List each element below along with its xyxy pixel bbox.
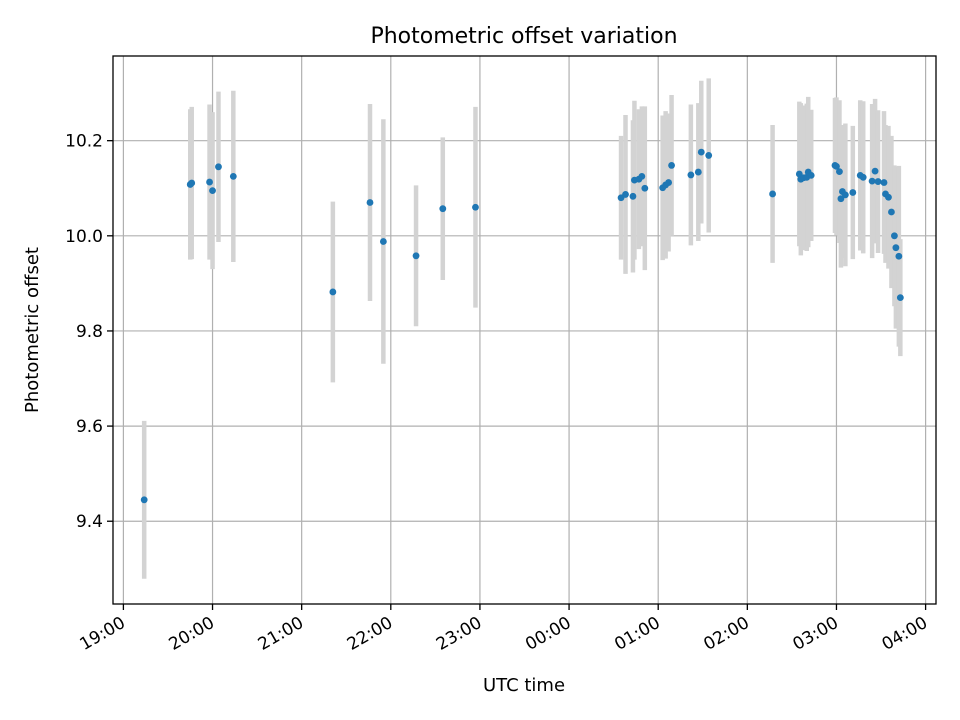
data-point [769,190,776,198]
x-tick-label: 01:00 [611,613,663,655]
x-axis-label: UTC time [483,675,565,696]
data-point [188,179,196,187]
data-point [705,152,713,159]
x-tick-label: 04:00 [879,613,931,655]
data-point [668,162,675,169]
data-point [837,195,845,203]
y-axis-label: Photometric offset [22,247,43,413]
y-tick-label: 9.8 [76,322,103,342]
data-point [694,168,702,176]
x-tick-label: 00:00 [522,613,574,655]
data-point [229,172,237,180]
x-tick-label: 22:00 [344,613,396,655]
data-point [895,252,903,260]
data-point [366,199,374,206]
data-point [836,168,843,175]
data-point [140,496,148,504]
data-point [807,171,815,179]
data-point [209,187,216,195]
data-point [888,208,895,216]
y-axis-ticks: 9.4 9.6 9.8 10.0 10.2 [65,132,113,532]
data-point [329,288,337,296]
data-point [833,162,840,170]
data-point [697,148,705,156]
data-point [871,167,879,175]
x-tick-label: 21:00 [255,613,307,655]
data-points [140,148,904,504]
data-point [892,244,900,252]
data-point [472,203,479,211]
data-point [841,191,849,199]
data-point [868,177,876,185]
y-tick-label: 9.4 [76,512,103,532]
x-tick-label: 20:00 [166,613,218,655]
data-point [880,179,888,186]
data-point [379,238,387,245]
error-bars [141,78,903,579]
x-tick-label: 02:00 [700,613,752,655]
y-tick-label: 10.0 [65,227,103,247]
data-point [885,193,892,201]
data-point [849,189,857,196]
x-tick-label: 19:00 [76,613,128,655]
y-tick-label: 9.6 [76,417,103,437]
data-point [629,192,637,200]
data-point [622,191,629,198]
data-point [638,172,646,180]
data-point [891,232,898,240]
x-tick-label: 23:00 [433,613,485,655]
plot-area-frame [112,55,937,605]
data-point [439,205,447,213]
x-tick-label: 03:00 [790,613,842,655]
data-point [859,173,867,181]
data-point [641,184,649,192]
data-point [215,163,222,171]
chart-title: Photometric offset variation [370,24,677,49]
data-point [206,178,213,186]
data-point [896,294,904,302]
x-axis-ticks: 19:00 20:00 21:00 22:00 23:00 00:00 01:00 02:00… [76,604,931,655]
data-point [665,179,672,186]
data-point [874,178,882,185]
data-point [412,252,420,260]
data-point [795,170,803,178]
y-tick-label: 10.2 [65,132,103,152]
data-point [687,171,695,179]
